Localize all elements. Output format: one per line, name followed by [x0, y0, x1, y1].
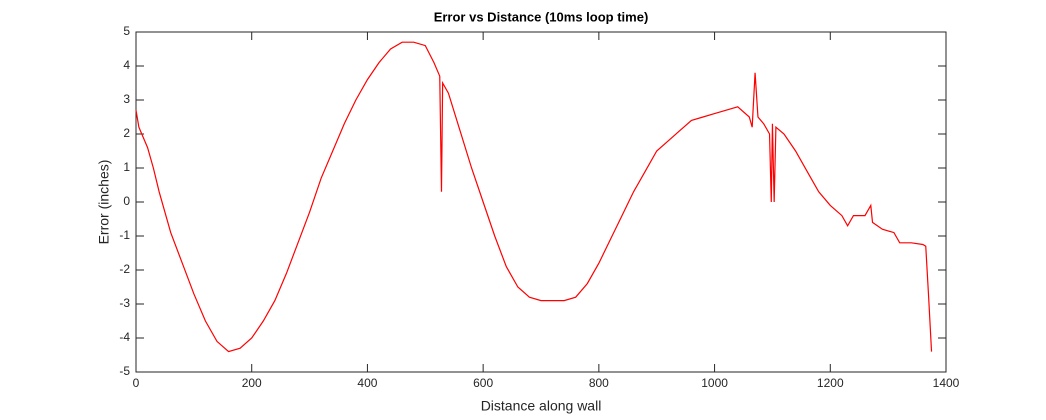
- plot-frame: [135, 31, 947, 373]
- y-tick-label: -2: [119, 262, 130, 276]
- y-tick-label: 4: [123, 58, 130, 72]
- y-tick-label: -3: [119, 296, 130, 310]
- y-tick-label: 5: [123, 24, 130, 38]
- x-tick-label: 0: [133, 376, 140, 390]
- y-tick-label: 2: [123, 126, 130, 140]
- x-tick-label: 1200: [817, 376, 844, 390]
- x-tick-label: 800: [589, 376, 609, 390]
- y-tick-label: -5: [119, 364, 130, 378]
- x-tick-label: 1400: [933, 376, 960, 390]
- x-tick-label: 400: [357, 376, 377, 390]
- x-tick-label: 1000: [701, 376, 728, 390]
- chart-title: Error vs Distance (10ms loop time): [434, 9, 649, 24]
- y-axis-label: Error (inches): [96, 160, 112, 245]
- y-tick-label: 0: [123, 194, 130, 208]
- y-tick-label: 1: [123, 160, 130, 174]
- y-tick-label: 3: [123, 92, 130, 106]
- y-tick-label: -1: [119, 228, 130, 242]
- data-line: [135, 41, 933, 353]
- x-tick-label: 600: [473, 376, 493, 390]
- x-axis-label: Distance along wall: [481, 398, 602, 414]
- y-tick-label: -4: [119, 330, 130, 344]
- x-tick-label: 200: [242, 376, 262, 390]
